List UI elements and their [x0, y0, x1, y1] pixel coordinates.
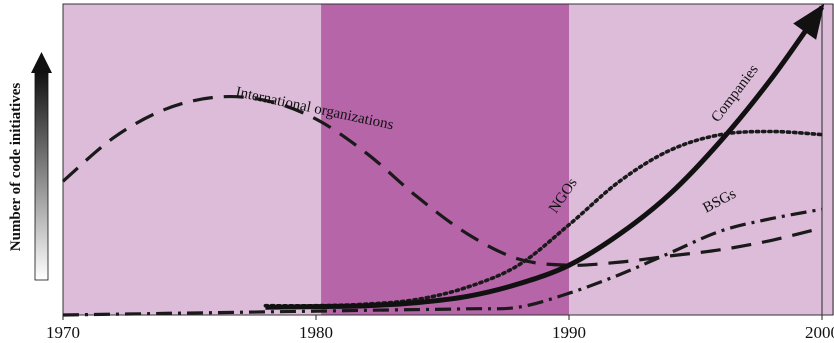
background-bands [63, 4, 834, 315]
x-tick-label-2000: 2000 [805, 323, 834, 342]
series-line-international-organizations [61, 95, 823, 267]
series-layer [61, 3, 825, 317]
y-axis-label: Number of code initiatives [8, 83, 24, 252]
background-band-2 [321, 4, 569, 315]
series-line-bsgs [62, 207, 823, 317]
plot-frame [62, 3, 834, 316]
x-tick-label-1980: 1980 [299, 323, 333, 342]
y-axis-gradient-bar [34, 71, 49, 281]
series-arrowhead-companies-icon [793, 3, 825, 40]
x-tick-label-1990: 1990 [552, 323, 586, 342]
background-band-1 [63, 4, 322, 315]
x-tick-label-1970: 1970 [46, 323, 80, 342]
series-line-companies [265, 5, 825, 310]
x-axis: 1970 1980 1990 2000 [46, 315, 834, 342]
y-axis-arrowhead-icon [31, 52, 52, 73]
y-axis: Number of code initiatives [8, 52, 52, 281]
